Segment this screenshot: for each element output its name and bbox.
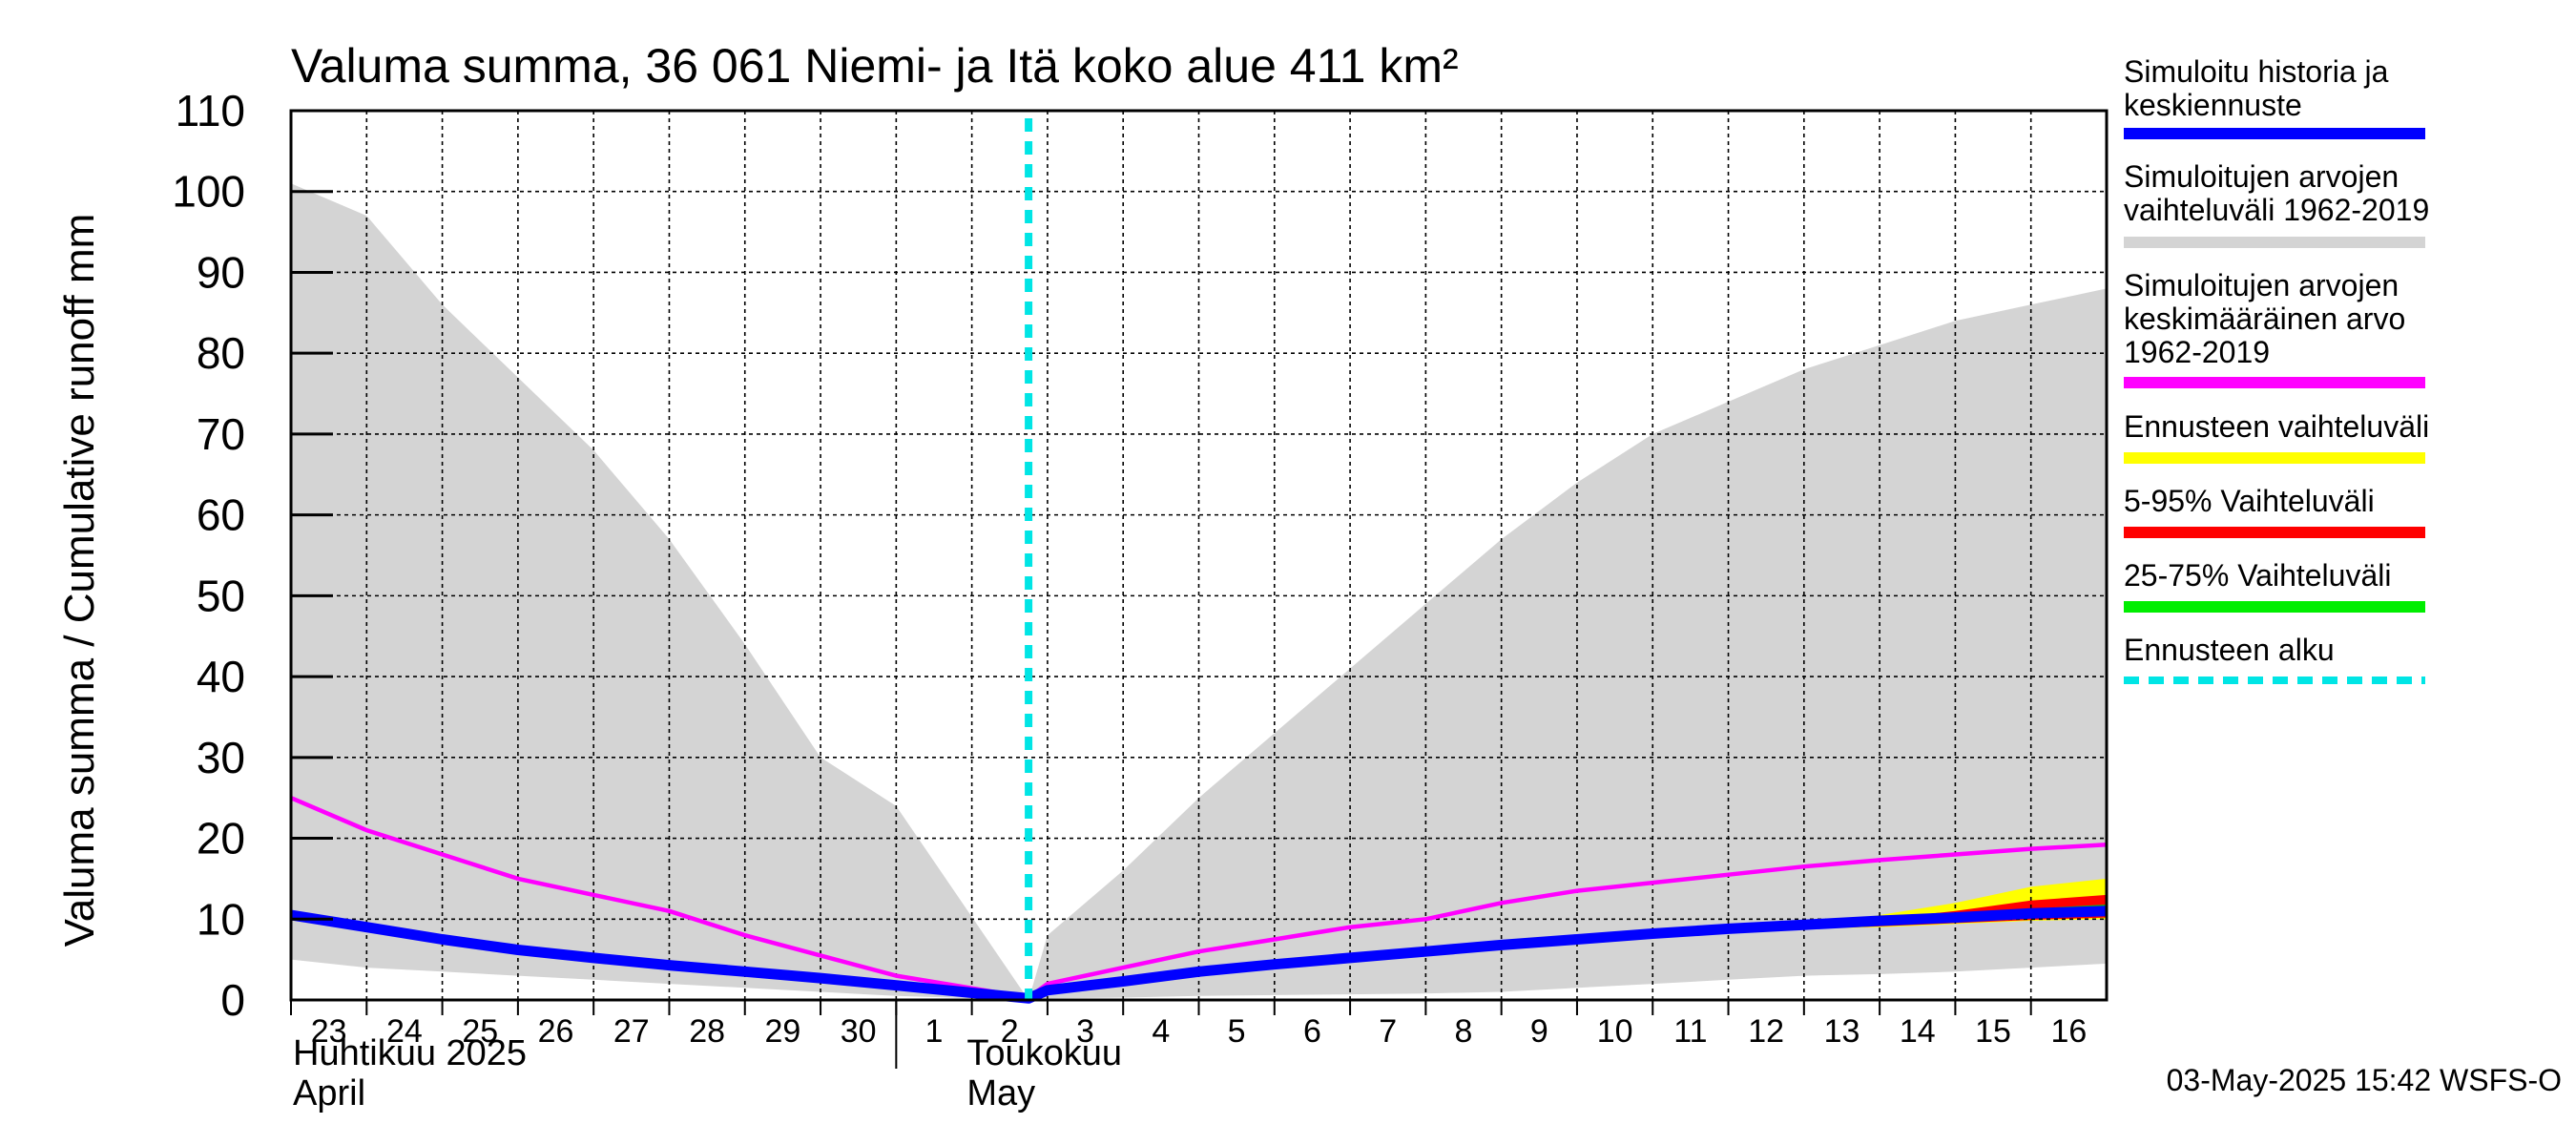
legend-label: 1962-2019	[2124, 335, 2270, 369]
x-tick-label: 10	[1597, 1013, 1633, 1050]
y-tick-label: 20	[197, 814, 245, 864]
month-label-line2: April	[293, 1073, 365, 1114]
y-tick-label: 110	[176, 86, 245, 135]
x-tick-label: 23	[311, 1013, 347, 1050]
y-tick-label: 30	[197, 733, 245, 782]
x-tick-label: 27	[613, 1013, 650, 1050]
y-axis-label: Valuma summa / Cumulative runoff mm	[56, 214, 103, 947]
legend-label: Ennusteen alku	[2124, 633, 2335, 667]
legend-label: 25-75% Vaihteluväli	[2124, 558, 2391, 593]
legend-label: keskiennuste	[2124, 88, 2302, 122]
x-tick-label: 12	[1748, 1013, 1784, 1050]
x-tick-label: 11	[1673, 1013, 1707, 1050]
x-tick-label: 1	[925, 1013, 944, 1050]
y-tick-label: 80	[197, 328, 245, 378]
month-label-line1: Huhtikuu 2025	[293, 1033, 527, 1073]
x-tick-label: 28	[689, 1013, 725, 1050]
y-tick-label: 100	[172, 167, 245, 217]
y-tick-label: 10	[197, 894, 245, 944]
x-tick-label: 2	[1001, 1013, 1019, 1050]
x-tick-label: 24	[386, 1013, 423, 1050]
legend-label: Simuloitujen arvojen	[2124, 268, 2399, 302]
series-1-line	[290, 796, 2108, 1000]
legend-label: 5-95% Vaihteluväli	[2124, 484, 2375, 518]
y-tick-label: 90	[197, 247, 245, 297]
y-tick-label: 60	[197, 490, 245, 540]
x-tick-label: 8	[1455, 1013, 1473, 1050]
y-tick-label: 0	[220, 975, 245, 1025]
x-tick-label: 9	[1530, 1013, 1548, 1050]
x-tick-label: 14	[1900, 1013, 1936, 1050]
x-tick-label: 6	[1303, 1013, 1321, 1050]
month-label-line2: May	[966, 1073, 1035, 1114]
footer-timestamp: 03-May-2025 15:42 WSFS-O	[2167, 1063, 2562, 1097]
series-5-line	[290, 906, 2108, 1004]
legend-label: Simuloitujen arvojen	[2124, 159, 2399, 194]
series-0-band	[291, 183, 2107, 1001]
chart-title: Valuma summa, 36 061 Niemi- ja Itä koko …	[291, 39, 1459, 93]
x-tick-label: 15	[1975, 1013, 2011, 1050]
y-tick-label: 40	[197, 652, 245, 701]
x-tick-label: 16	[2050, 1013, 2087, 1050]
x-tick-label: 29	[764, 1013, 800, 1050]
y-tick-label: 70	[197, 409, 245, 459]
x-tick-label: 30	[841, 1013, 877, 1050]
x-tick-label: 5	[1228, 1013, 1246, 1050]
month-label-line1: Toukokuu	[966, 1033, 1122, 1073]
legend-label: keskimääräinen arvo	[2124, 302, 2405, 336]
x-tick-label: 26	[538, 1013, 574, 1050]
x-tick-label: 4	[1152, 1013, 1170, 1050]
x-tick-label: 3	[1076, 1013, 1094, 1050]
legend-label: Ennusteen vaihteluväli	[2124, 409, 2429, 444]
x-tick-label: 7	[1379, 1013, 1397, 1050]
legend-label: Simuloitu historia ja	[2124, 54, 2389, 89]
x-tick-label: 13	[1824, 1013, 1860, 1050]
x-tick-label: 25	[462, 1013, 498, 1050]
legend-label: vaihteluväli 1962-2019	[2124, 193, 2429, 227]
y-tick-label: 50	[197, 571, 245, 620]
